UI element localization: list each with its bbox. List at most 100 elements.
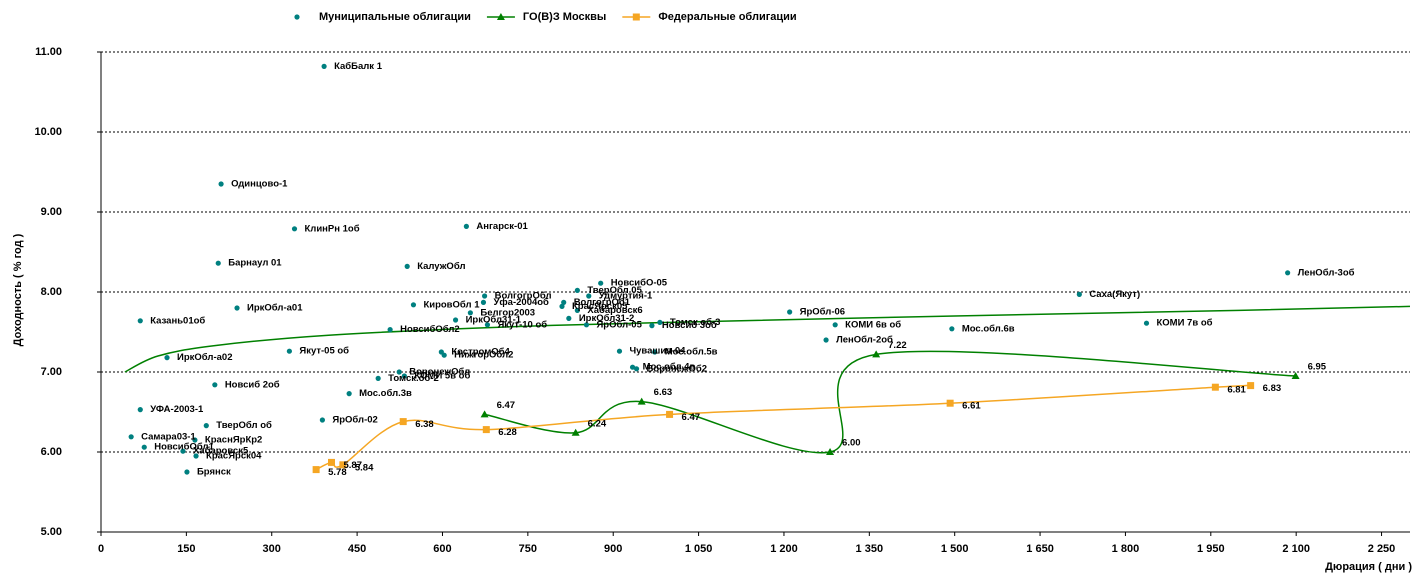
point-label: КОМИ 7в об (1156, 318, 1212, 329)
scatter-point (192, 437, 198, 443)
x-tick-label: 1 500 (941, 543, 969, 555)
marker (399, 418, 407, 426)
scatter-point (137, 318, 143, 324)
point-label: Ангарск-01 (476, 221, 528, 232)
y-tick-label: 7.00 (41, 366, 62, 378)
trend-line (124, 305, 1410, 373)
scatter-point (559, 303, 565, 309)
data-label: 6.95 (1308, 362, 1327, 373)
scatter-point (616, 348, 623, 354)
point-label: Одинцово-1 (231, 179, 288, 190)
point-label: ТверОбл об (216, 420, 272, 431)
scatter-point (410, 302, 417, 308)
x-tick-label: 1 650 (1026, 543, 1054, 555)
point-label: Хабаровск5 (193, 446, 249, 457)
point-label: КраснЯрКр2 (205, 435, 262, 446)
y-tick-label: 5.00 (41, 526, 62, 538)
x-tick-label: 600 (433, 543, 451, 555)
scatter-point (598, 280, 604, 286)
point-label: Мос.обл.3в (359, 388, 412, 399)
x-tick-label: 150 (177, 543, 195, 555)
scatter-point (401, 373, 407, 379)
scatter-point (218, 181, 224, 187)
data-label: 6.24 (588, 418, 607, 429)
x-tick-label: 1 350 (856, 543, 884, 555)
scatter-point (1076, 291, 1082, 297)
point-label: Чувашия-04 (629, 346, 686, 357)
x-tick-label: 450 (348, 543, 366, 555)
point-label: Хабаровск6 (587, 305, 642, 316)
marker (826, 448, 835, 455)
series-line (315, 384, 1251, 471)
x-tick-label: 300 (263, 543, 281, 555)
data-label: 6.38 (415, 419, 434, 430)
point-label: Новсиб 3об (662, 320, 717, 331)
scatter-point (137, 407, 143, 413)
x-tick-label: 2 100 (1282, 543, 1310, 555)
point-label: КабБалк 1 (334, 61, 383, 72)
point-label: КлинРн 1об (305, 223, 360, 234)
point-label: Самара03-1 (141, 431, 196, 442)
data-label: 5.84 (355, 462, 374, 473)
scatter-point (128, 434, 134, 440)
x-tick-label: 900 (604, 543, 622, 555)
y-tick-label: 10.00 (34, 126, 62, 138)
marker (482, 426, 490, 434)
scatter-point (583, 322, 590, 328)
point-label: НовсибО-05 (611, 278, 668, 289)
point-label: КрасЯрск05 (572, 301, 628, 312)
point-label: Якут-10 об (497, 319, 547, 330)
y-tick-label: 11.00 (35, 46, 62, 58)
legend-marker (294, 14, 300, 20)
marker (872, 350, 881, 358)
marker (1211, 383, 1219, 391)
point-label: ИркОбл-а02 (177, 352, 232, 363)
point-label: КировОбл 1 (423, 299, 480, 310)
point-label: КостромОб4 (451, 347, 510, 358)
point-label: ЯрОбл-06 (800, 307, 845, 318)
scatter-point (203, 423, 209, 429)
scatter-point (164, 355, 170, 361)
data-label: 6.63 (654, 387, 673, 398)
point-label: КОМИ 5в об (414, 371, 470, 382)
x-tick-label: 1 950 (1197, 543, 1225, 555)
data-label: 6.47 (682, 412, 701, 423)
y-axis-title: Доходность ( % год ) (12, 233, 24, 346)
scatter-point (566, 315, 572, 321)
point-label: НовсибОбл2 (400, 324, 460, 335)
point-label: Новсиб 2об (225, 379, 280, 390)
legend-label: Федеральные облигации (658, 11, 796, 23)
point-label: Мос.обл.5в (665, 347, 718, 358)
series-line (484, 350, 1296, 454)
point-label: УФА-2003-1 (150, 404, 204, 415)
legend-label: ГО(В)З Москвы (523, 11, 606, 23)
point-label: КОМИ 6в об (845, 319, 901, 330)
scatter-point (286, 348, 292, 354)
scatter-point (649, 323, 655, 329)
x-tick-label: 1 800 (1112, 543, 1140, 555)
data-label: 5.87 (343, 460, 362, 471)
data-label: 6.81 (1227, 385, 1246, 396)
point-label: ИркОбл-а01 (247, 303, 303, 314)
scatter-point (184, 469, 190, 475)
data-label: 6.83 (1263, 383, 1282, 394)
scatter-point (452, 317, 459, 323)
point-label: ИркОбл31-1 (466, 315, 522, 326)
scatter-point (633, 366, 640, 372)
point-label: Саха(Якут) (1089, 289, 1140, 300)
marker (666, 410, 674, 418)
scatter-point (463, 223, 469, 229)
point-label: Якут-05 об (299, 346, 349, 357)
marker (480, 410, 489, 418)
scatter-point (193, 453, 199, 459)
scatter-point (1143, 320, 1150, 326)
marker (312, 466, 320, 474)
scatter-point (319, 417, 325, 423)
scatter-point (481, 293, 488, 299)
point-label: Томск.об-3 (670, 317, 721, 328)
data-label: 6.61 (962, 401, 981, 412)
y-tick-label: 6.00 (41, 446, 62, 458)
data-label: 7.22 (888, 340, 907, 351)
scatter-point (629, 364, 636, 370)
